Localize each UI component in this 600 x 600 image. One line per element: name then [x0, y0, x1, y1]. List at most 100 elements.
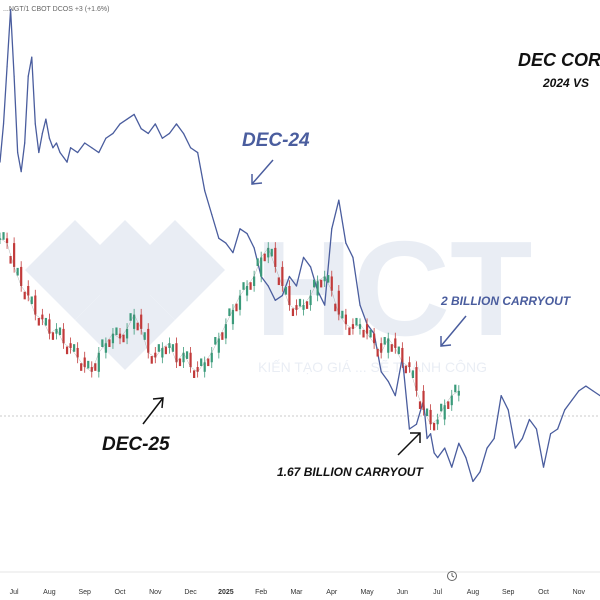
- x-tick-label: Sep: [502, 589, 515, 596]
- candle-dec25: [270, 248, 273, 257]
- candle-dec25: [94, 363, 97, 371]
- data-point-dec24: [380, 371, 382, 373]
- data-point-dec24: [521, 437, 523, 440]
- annotation-dec24: DEC-24: [242, 130, 310, 151]
- data-point-dec24: [140, 128, 142, 130]
- candle-dec25: [101, 339, 104, 348]
- data-point-dec24: [542, 466, 545, 468]
- candle-dec25: [228, 308, 231, 317]
- data-point-dec24: [437, 457, 439, 459]
- candle-dec25: [111, 333, 115, 344]
- candle-dec25: [253, 276, 256, 286]
- candle-dec25: [147, 328, 150, 353]
- candle-dec25: [80, 363, 83, 371]
- candle-dec25: [351, 324, 355, 329]
- candle-dec25: [129, 313, 132, 321]
- candle-dec25: [457, 390, 460, 396]
- candle-dec25: [30, 296, 33, 305]
- candle-dec25: [178, 358, 182, 367]
- x-tick-label: 2025: [218, 589, 234, 596]
- candle-dec25: [337, 290, 340, 315]
- candle-dec25: [355, 317, 358, 326]
- data-point-dec24: [324, 304, 326, 306]
- candle-dec25: [415, 367, 418, 391]
- candle-dec25: [450, 395, 453, 406]
- candle-dec25: [168, 343, 171, 348]
- candle-dec25: [175, 343, 178, 363]
- candle-dec25: [55, 328, 58, 334]
- x-tick-label: Aug: [467, 589, 480, 596]
- arrow-dec24: [251, 159, 274, 185]
- x-tick-label: Nov: [149, 589, 162, 596]
- candle-dec25: [150, 356, 153, 364]
- candle-dec25: [185, 351, 189, 359]
- chart-title: DEC COR: [518, 50, 600, 70]
- x-tick-label: Jul: [433, 589, 442, 596]
- candle-dec25: [97, 352, 100, 372]
- data-point-dec24: [175, 123, 178, 125]
- data-point-dec24: [426, 437, 428, 440]
- candle-dec25: [454, 384, 457, 393]
- candle-dec25: [0, 238, 2, 240]
- candle-dec25: [284, 286, 287, 295]
- candle-dec25: [73, 344, 76, 352]
- candle-dec25: [196, 367, 199, 372]
- data-point-dec24: [535, 428, 538, 430]
- data-point-dec24: [331, 228, 333, 230]
- x-axis-ticks: Jul Aug Sep Oct Nov Dec 2025 Feb Mar Apr May Jun Jul…: [10, 589, 586, 596]
- x-tick-label: Mar: [290, 589, 303, 596]
- candle-dec25: [429, 409, 432, 425]
- candle-dec25: [217, 338, 220, 353]
- x-tick-label: Oct: [115, 589, 126, 596]
- data-point-dec24: [27, 75, 29, 77]
- candle-dec25: [369, 329, 372, 338]
- candle-dec25: [41, 314, 44, 320]
- data-point-dec24: [253, 247, 255, 249]
- candle-dec25: [418, 401, 422, 409]
- candle-dec25: [207, 358, 210, 367]
- ticker-header: ...NGT/1 CBOT DCOS +3 (+1.6%): [3, 6, 109, 13]
- candle-dec25: [274, 247, 277, 267]
- candle-dec25: [288, 286, 291, 306]
- series-line-dec24: [0, 8, 600, 483]
- candle-dec25: [193, 370, 196, 378]
- candle-dec25: [298, 298, 302, 307]
- candle-dec25: [171, 344, 175, 352]
- watermark-slogan: KIẾN TẠO GIÁ ... SẼ THÀNH CÔNG: [258, 359, 487, 375]
- data-point-dec24: [444, 447, 446, 449]
- candle-dec25: [154, 352, 157, 358]
- data-point-dec24: [295, 285, 298, 287]
- data-point-dec24: [52, 147, 54, 149]
- candle-dec25: [291, 308, 295, 317]
- data-point-dec24: [6, 66, 8, 68]
- candle-dec25: [16, 267, 19, 276]
- data-point-dec24: [189, 147, 192, 149]
- candle-dec25: [422, 390, 425, 410]
- data-point-dec24: [126, 118, 128, 120]
- candle-dec25: [182, 352, 185, 363]
- candle-dec25: [189, 352, 192, 368]
- candle-dec25: [267, 247, 270, 258]
- clock-icon[interactable]: [447, 571, 457, 581]
- candle-dec25: [401, 347, 404, 363]
- candle-dec25: [425, 408, 429, 417]
- data-point-dec24: [161, 137, 163, 139]
- candle-dec25: [136, 322, 139, 331]
- data-point-dec24: [211, 213, 213, 216]
- candle-dec25: [210, 352, 213, 363]
- watermark-brand: HCT: [255, 213, 532, 364]
- data-point-dec24: [500, 395, 502, 397]
- data-point-dec24: [105, 137, 107, 139]
- data-point-dec24: [578, 390, 580, 392]
- x-tick-label: Dec: [184, 589, 197, 596]
- candle-dec25: [256, 258, 259, 266]
- candle-dec25: [62, 328, 65, 344]
- candle-dec25: [161, 347, 164, 358]
- data-point-dec24: [66, 161, 68, 163]
- data-point-dec24: [472, 480, 474, 483]
- data-point-dec24: [38, 151, 40, 154]
- candle-dec25: [436, 419, 439, 425]
- candle-dec25: [118, 333, 122, 339]
- candle-dec25: [115, 327, 118, 336]
